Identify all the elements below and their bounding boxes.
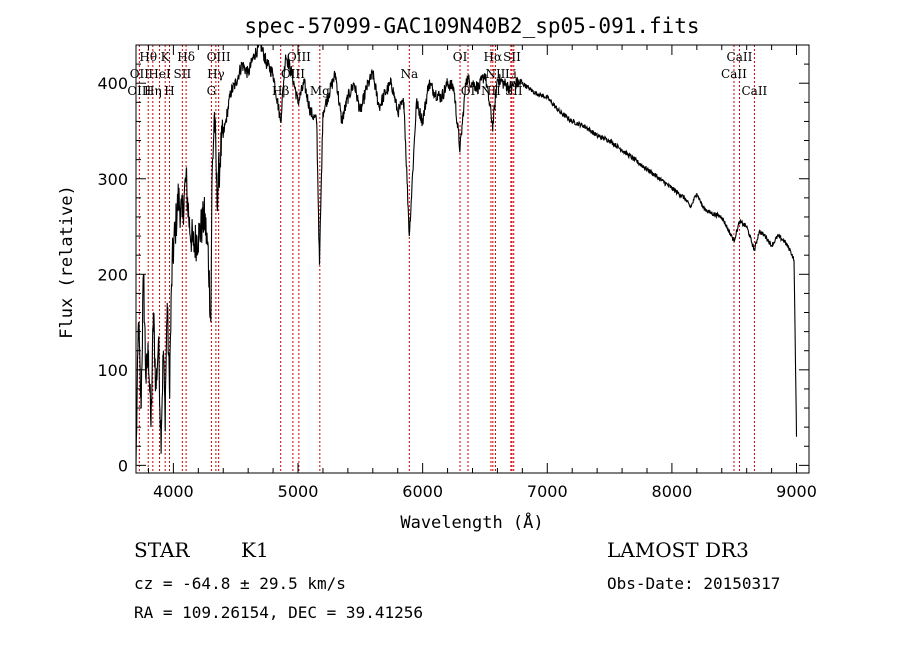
spectral-line-label: Hα	[484, 50, 503, 64]
survey-name: LAMOST DR3	[607, 538, 749, 562]
spectrum-series	[135, 44, 798, 466]
object-subclass: K1	[241, 538, 269, 562]
y-tick-label: 200	[97, 265, 128, 284]
redshift-velocity: cz = -64.8 ± 29.5 km/s	[134, 574, 346, 593]
x-tick-label: 8000	[652, 482, 693, 501]
x-tick-label: 7000	[527, 482, 568, 501]
spectral-line-label: NII	[485, 67, 505, 81]
spectral-line-label: SII	[174, 67, 192, 81]
spectral-line-label: G	[207, 84, 217, 98]
coordinates: RA = 109.26154, DEC = 39.41256	[134, 603, 423, 622]
y-tick-label: 100	[97, 361, 128, 380]
spectral-line-label: OIII	[127, 84, 151, 98]
chart-title: spec-57099-GAC109N40B2_sp05-091.fits	[244, 14, 699, 38]
spectral-line-label: SII	[503, 50, 521, 64]
x-tick-label: 5000	[278, 482, 319, 501]
y-tick-label: 400	[97, 74, 128, 93]
axis-ticks: 4000 5000 6000 7000 8000 9000 0 100 200 300 400	[97, 45, 817, 501]
spectral-line-label: Hβ	[272, 84, 289, 98]
spectral-line-label: SII	[505, 84, 523, 98]
spectral-line-label: HeI	[148, 67, 171, 81]
spectral-line-label: CaII	[727, 50, 753, 64]
spectral-line-label: Hγ	[207, 67, 225, 81]
plot-frame	[135, 44, 810, 474]
spectral-line-label: Mg	[310, 84, 330, 98]
spectral-line-label: Na	[400, 67, 418, 81]
x-axis-label: Wavelength (Å)	[400, 511, 543, 533]
object-type: STAR	[134, 538, 190, 562]
spectral-line-label: K	[161, 50, 171, 64]
spectral-line-label: OIII	[281, 67, 305, 81]
spectral-line-label: Hη	[144, 84, 162, 98]
spectral-line-label: H	[164, 84, 174, 98]
spectral-line-label: OII	[130, 67, 150, 81]
y-tick-label: 0	[118, 456, 128, 475]
spectral-line-label: OI	[453, 50, 468, 64]
x-tick-label: 9000	[776, 482, 817, 501]
y-axis-label: Flux (relative)	[57, 185, 77, 339]
spectral-line-label: OIII	[287, 50, 311, 64]
spectral-line-label: CaII	[721, 67, 747, 81]
spectral-line-label: OIII	[207, 50, 231, 64]
y-tick-label: 300	[97, 170, 128, 189]
plot-border	[135, 44, 810, 474]
x-tick-label: 4000	[153, 482, 194, 501]
spectral-line-label: Hδ	[177, 50, 195, 64]
observation-date: Obs-Date: 20150317	[607, 574, 781, 593]
spectral-line-label: OI	[461, 84, 476, 98]
spectral-line-label: CaII	[741, 84, 767, 98]
spectral-line-label: NII	[481, 84, 501, 98]
spectral-line-markers	[138, 45, 755, 473]
spectral-line-label: Li	[505, 67, 517, 81]
spectral-line-label: Hθ	[139, 50, 157, 64]
spectrum-line	[135, 44, 798, 466]
x-tick-label: 6000	[402, 482, 443, 501]
